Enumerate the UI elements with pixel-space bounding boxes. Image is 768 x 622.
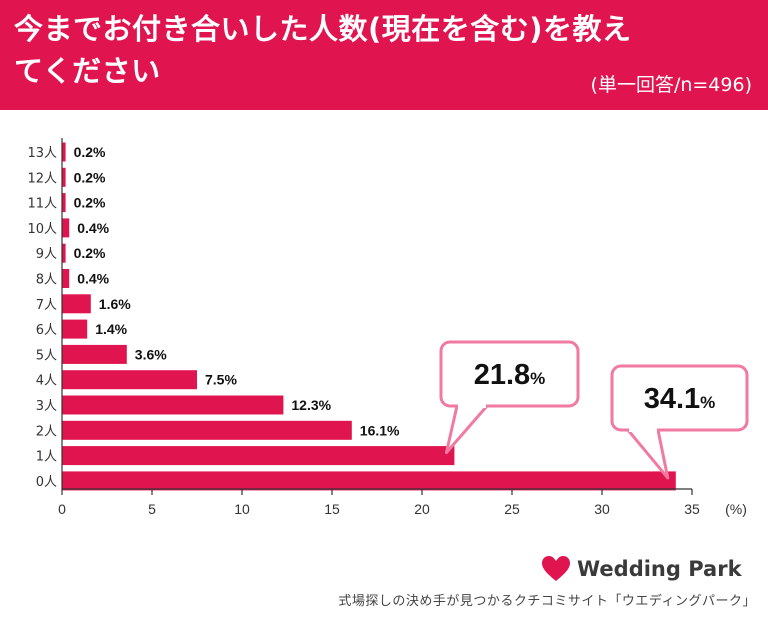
x-tick-label: 35 [684,501,700,517]
category-label: 7人 [36,298,57,313]
bar [62,395,284,415]
x-tick-label: 25 [504,501,520,517]
callout-value: 34.1% [644,383,716,415]
bar [62,319,88,339]
data-label: 0.2% [74,144,106,160]
data-label: 0.4% [77,220,109,236]
data-label: 1.6% [99,296,131,312]
category-label: 0人 [36,475,57,490]
category-label: 5人 [36,348,57,363]
callout-seam [629,426,657,432]
bar [62,344,127,364]
data-label: 3.6% [135,346,167,362]
bar [62,167,66,187]
callout-value: 21.8% [474,359,546,391]
x-tick-label: 15 [324,501,340,517]
category-label: 4人 [36,374,57,389]
footer-tagline: 式場探しの決め手が見つかるクチコミサイト「ウエディングパーク」 [338,594,756,609]
callout-pointer [444,405,489,455]
category-label: 3人 [36,399,57,414]
bar [62,446,455,466]
bar [62,370,197,390]
callout-box [610,364,749,432]
category-label: 6人 [36,323,57,338]
x-tick-label: 10 [234,501,250,517]
category-label: 13人 [27,146,57,161]
chart-title: 今までお付き合いした人数(現在を含む)を教えてください [14,12,632,88]
callout-seam [458,402,486,408]
bar [62,420,352,440]
x-tick-label: 30 [594,501,610,517]
x-axis-unit: (%) [725,501,747,517]
data-label: 16.1% [360,422,400,438]
bar [62,294,91,314]
data-label: 1.4% [95,321,127,337]
data-label: 0.4% [77,271,109,287]
category-label: 1人 [36,450,57,465]
heart-icon [542,556,570,581]
chart-subtitle: (単一回答/n=496) [590,74,752,96]
callout-pointer [626,429,670,480]
bar [62,243,66,263]
data-label: 12.3% [291,397,331,413]
bar [62,269,70,288]
bar [62,142,66,162]
bar [62,193,66,213]
category-label: 2人 [36,424,57,439]
category-label: 10人 [27,222,57,237]
data-label: 0.2% [74,195,106,211]
x-tick-label: 5 [148,501,156,517]
callout-box [439,340,580,408]
wedding-park-logo[interactable]: Wedding Park [541,552,761,586]
category-label: 11人 [27,197,57,212]
logo-text: Wedding Park [577,557,742,581]
x-tick-label: 0 [58,501,66,517]
category-label: 9人 [36,247,57,262]
category-label: 12人 [27,171,57,186]
data-label: 0.2% [74,169,106,185]
category-label: 8人 [36,273,57,288]
bar [62,471,676,491]
bar [62,218,70,238]
x-tick-label: 20 [414,501,430,517]
data-label: 7.5% [205,372,237,388]
data-label: 0.2% [74,245,106,261]
header-banner: 今までお付き合いした人数(現在を含む)を教えてください (単一回答/n=496) [0,0,768,110]
